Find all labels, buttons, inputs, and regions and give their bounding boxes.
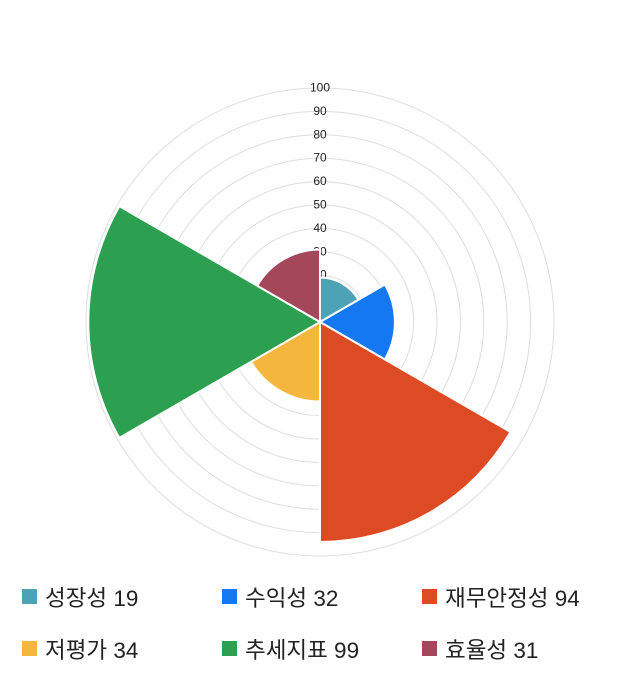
svg-text:70: 70 [313,151,327,165]
svg-text:50: 50 [313,198,327,212]
svg-text:100: 100 [310,81,330,95]
svg-text:40: 40 [313,221,327,235]
svg-text:90: 90 [313,104,327,118]
svg-text:60: 60 [313,174,327,188]
svg-text:80: 80 [313,127,327,141]
